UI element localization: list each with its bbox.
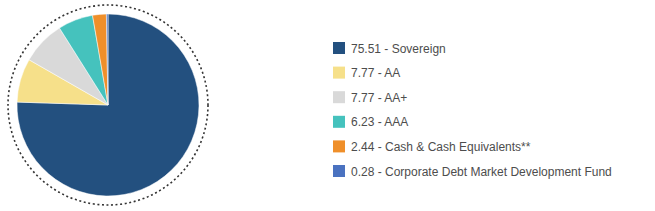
pie-slice bbox=[106, 14, 108, 105]
legend-label: 75.51 - Sovereign bbox=[351, 42, 446, 56]
legend-label: 7.77 - AA bbox=[351, 66, 400, 80]
dotted-ring bbox=[8, 5, 208, 205]
legend: 75.51 - Sovereign 7.77 - AA 7.77 - AA+ 6.23… bbox=[333, 42, 612, 179]
legend-swatch bbox=[333, 67, 345, 79]
legend-label: 7.77 - AA+ bbox=[351, 91, 407, 105]
legend-label: 0.28 - Corporate Debt Market Development… bbox=[351, 165, 612, 179]
legend-swatch bbox=[333, 91, 345, 103]
legend-label: 6.23 - AAA bbox=[351, 115, 408, 129]
slices bbox=[17, 14, 199, 196]
chart: 75.51 - Sovereign 7.77 - AA 7.77 - AA+ 6.23… bbox=[0, 0, 655, 211]
legend-swatch bbox=[333, 42, 345, 54]
legend-label: 2.44 - Cash & Cash Equivalents** bbox=[351, 140, 531, 154]
legend-swatch bbox=[333, 140, 345, 152]
legend-swatch bbox=[333, 116, 345, 128]
legend-swatch bbox=[333, 165, 345, 177]
pie-slice bbox=[93, 14, 108, 105]
pie-slice bbox=[17, 14, 199, 196]
